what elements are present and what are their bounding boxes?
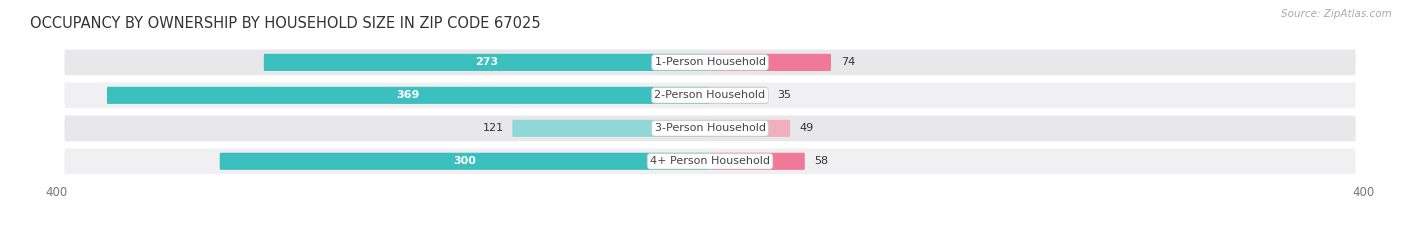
FancyBboxPatch shape: [710, 120, 790, 137]
Text: 35: 35: [778, 90, 792, 100]
FancyBboxPatch shape: [65, 148, 1355, 174]
Text: 49: 49: [800, 123, 814, 133]
Text: 74: 74: [841, 57, 855, 67]
FancyBboxPatch shape: [710, 87, 768, 104]
FancyBboxPatch shape: [264, 54, 710, 71]
Text: 300: 300: [453, 156, 477, 166]
FancyBboxPatch shape: [710, 54, 831, 71]
Legend: Owner-occupied, Renter-occupied: Owner-occupied, Renter-occupied: [598, 230, 823, 233]
FancyBboxPatch shape: [107, 87, 710, 104]
Text: OCCUPANCY BY OWNERSHIP BY HOUSEHOLD SIZE IN ZIP CODE 67025: OCCUPANCY BY OWNERSHIP BY HOUSEHOLD SIZE…: [30, 16, 541, 31]
Text: 121: 121: [484, 123, 505, 133]
Text: 273: 273: [475, 57, 499, 67]
FancyBboxPatch shape: [219, 153, 710, 170]
Text: Source: ZipAtlas.com: Source: ZipAtlas.com: [1281, 9, 1392, 19]
FancyBboxPatch shape: [512, 120, 710, 137]
Text: 369: 369: [396, 90, 420, 100]
Text: 3-Person Household: 3-Person Household: [655, 123, 765, 133]
FancyBboxPatch shape: [65, 50, 1355, 75]
Text: 2-Person Household: 2-Person Household: [654, 90, 766, 100]
FancyBboxPatch shape: [65, 82, 1355, 108]
Text: 1-Person Household: 1-Person Household: [655, 57, 765, 67]
FancyBboxPatch shape: [710, 153, 804, 170]
Text: 58: 58: [814, 156, 828, 166]
FancyBboxPatch shape: [65, 116, 1355, 141]
Text: 4+ Person Household: 4+ Person Household: [650, 156, 770, 166]
